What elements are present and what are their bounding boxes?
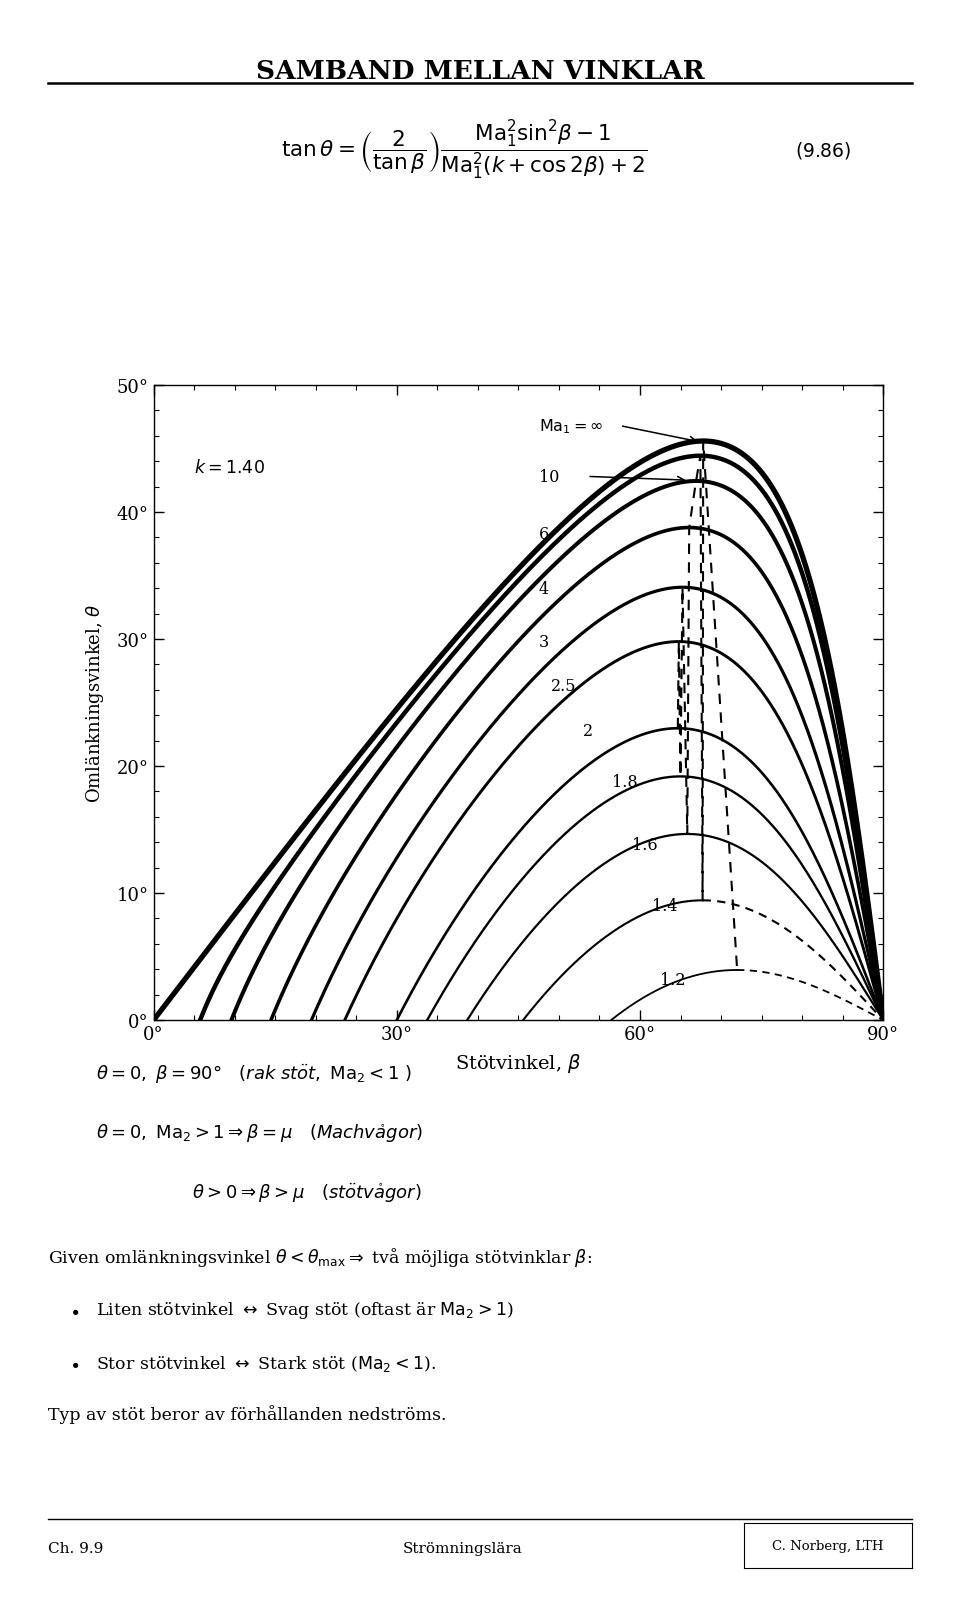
X-axis label: Stötvinkel, $\beta$: Stötvinkel, $\beta$ [455, 1051, 582, 1075]
Text: 1.4: 1.4 [652, 898, 678, 914]
Text: $(9.86)$: $(9.86)$ [796, 140, 852, 161]
Text: 3: 3 [539, 633, 549, 651]
Text: 4: 4 [539, 580, 549, 598]
Text: $\bullet$: $\bullet$ [69, 1300, 80, 1319]
Text: Strömningslära: Strömningslära [403, 1541, 523, 1554]
Text: 1.2: 1.2 [660, 971, 685, 988]
Text: $k = 1.40$: $k = 1.40$ [194, 460, 265, 477]
Text: SAMBAND MELLAN VINKLAR: SAMBAND MELLAN VINKLAR [255, 59, 705, 85]
Text: Typ av stöt beror av förhållanden nedströms.: Typ av stöt beror av förhållanden nedstr… [48, 1405, 446, 1424]
Y-axis label: Omlänkningsvinkel, $\theta$: Omlänkningsvinkel, $\theta$ [84, 603, 106, 804]
Text: 2.5: 2.5 [551, 678, 576, 696]
Text: Ch. 9.9: Ch. 9.9 [48, 1541, 104, 1554]
Text: 2: 2 [584, 723, 593, 739]
Text: 1.6: 1.6 [632, 837, 658, 853]
Text: $\tan\theta = \left(\dfrac{2}{\tan\beta}\right)\dfrac{\mathrm{Ma}_1^2\sin^2\!\be: $\tan\theta = \left(\dfrac{2}{\tan\beta}… [281, 119, 648, 182]
Text: $\theta = 0,\ \mathrm{Ma}_2 > 1 \Rightarrow \beta = \mu\quad(\mathit{Machv\mathr: $\theta = 0,\ \mathrm{Ma}_2 > 1 \Rightar… [96, 1122, 423, 1144]
Text: $\bullet$: $\bullet$ [69, 1353, 80, 1372]
Text: 1.8: 1.8 [612, 773, 637, 791]
Text: C. Norberg, LTH: C. Norberg, LTH [772, 1540, 884, 1552]
Text: $\theta = 0,\ \beta = 90°\quad(rak\ st\ddot{o}t,\ \mathrm{Ma}_2 < 1\ )$: $\theta = 0,\ \beta = 90°\quad(rak\ st\d… [96, 1062, 412, 1085]
Text: Stor stötvinkel $\leftrightarrow$ Stark stöt ($\mathrm{Ma}_2 < 1$).: Stor stötvinkel $\leftrightarrow$ Stark … [96, 1353, 436, 1372]
Text: 10: 10 [539, 469, 559, 485]
Text: $\theta > 0 \Rightarrow \beta > \mu\quad(\mathit{st\ddot{o}tv\mathring{a}gor})$: $\theta > 0 \Rightarrow \beta > \mu\quad… [192, 1181, 421, 1204]
Text: $\mathrm{Ma}_1 = \infty$: $\mathrm{Ma}_1 = \infty$ [539, 416, 603, 435]
Text: Given omlänkningsvinkel $\theta < \theta_{\mathrm{max}} \Rightarrow$ två möjliga: Given omlänkningsvinkel $\theta < \theta… [48, 1245, 592, 1268]
Text: 6: 6 [539, 525, 549, 543]
Text: Liten stötvinkel $\leftrightarrow$ Svag stöt (oftast är $\mathrm{Ma}_2 > 1$): Liten stötvinkel $\leftrightarrow$ Svag … [96, 1298, 514, 1321]
